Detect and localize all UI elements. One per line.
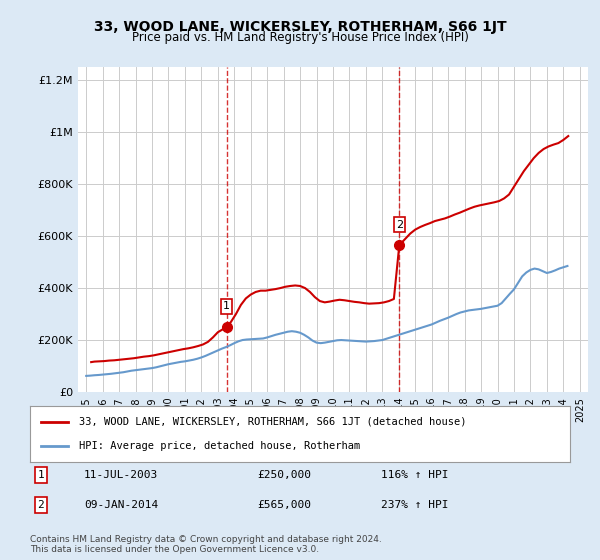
Text: £250,000: £250,000 <box>257 470 311 480</box>
Text: 237% ↑ HPI: 237% ↑ HPI <box>381 500 449 510</box>
Text: 116% ↑ HPI: 116% ↑ HPI <box>381 470 449 480</box>
Text: 09-JAN-2014: 09-JAN-2014 <box>84 500 158 510</box>
Text: 1: 1 <box>223 301 230 311</box>
Text: 11-JUL-2003: 11-JUL-2003 <box>84 470 158 480</box>
Text: Contains HM Land Registry data © Crown copyright and database right 2024.
This d: Contains HM Land Registry data © Crown c… <box>30 535 382 554</box>
Text: 33, WOOD LANE, WICKERSLEY, ROTHERHAM, S66 1JT (detached house): 33, WOOD LANE, WICKERSLEY, ROTHERHAM, S6… <box>79 417 466 427</box>
Text: 2: 2 <box>37 500 44 510</box>
Text: £565,000: £565,000 <box>257 500 311 510</box>
Text: HPI: Average price, detached house, Rotherham: HPI: Average price, detached house, Roth… <box>79 441 360 451</box>
Text: 2: 2 <box>396 220 403 230</box>
Text: 1: 1 <box>37 470 44 480</box>
Text: Price paid vs. HM Land Registry's House Price Index (HPI): Price paid vs. HM Land Registry's House … <box>131 31 469 44</box>
Text: 33, WOOD LANE, WICKERSLEY, ROTHERHAM, S66 1JT: 33, WOOD LANE, WICKERSLEY, ROTHERHAM, S6… <box>94 20 506 34</box>
